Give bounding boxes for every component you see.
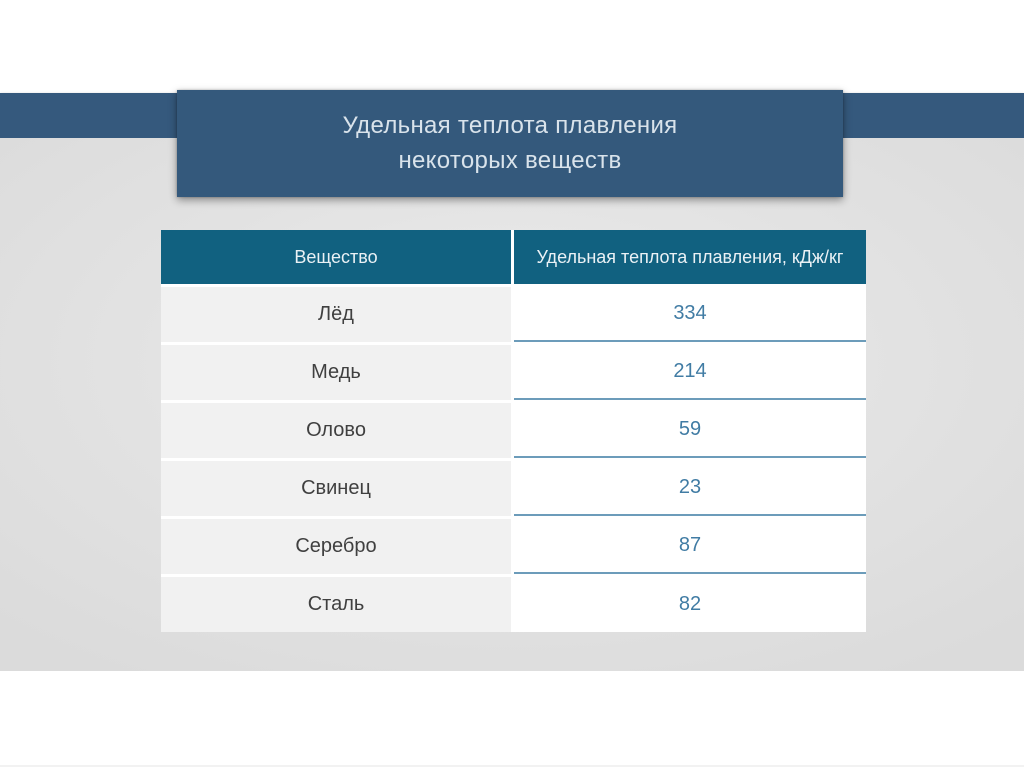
- substance-name: Серебро: [161, 519, 511, 574]
- table-row: Олово 59: [161, 403, 866, 458]
- table-row: Серебро 87: [161, 519, 866, 574]
- table-row: Лёд 334: [161, 287, 866, 342]
- substance-name: Лёд: [161, 287, 511, 342]
- substance-value: 23: [514, 461, 866, 516]
- header-substance: Вещество: [161, 230, 511, 284]
- slide-title-line-2: некоторых веществ: [398, 147, 622, 174]
- substance-value: 214: [514, 345, 866, 400]
- substance-value: 59: [514, 403, 866, 458]
- table-row: Медь 214: [161, 345, 866, 400]
- substances-table: Вещество Удельная теплота плавления, кДж…: [161, 230, 866, 632]
- substance-name: Свинец: [161, 461, 511, 516]
- substance-name: Олово: [161, 403, 511, 458]
- table-row: Свинец 23: [161, 461, 866, 516]
- substance-name: Сталь: [161, 577, 511, 632]
- table-row: Сталь 82: [161, 577, 866, 632]
- substance-name: Медь: [161, 345, 511, 400]
- slide-bottom-border: [0, 765, 1024, 767]
- substance-value: 87: [514, 519, 866, 574]
- substance-value: 334: [514, 287, 866, 342]
- header-heat-of-fusion: Удельная теплота плавления, кДж/кг: [514, 230, 866, 284]
- slide-title-line-1: Удельная теплота плавления: [342, 112, 678, 139]
- substance-value: 82: [514, 577, 866, 632]
- slide-title-box: Удельная теплота плавления некоторых вещ…: [177, 90, 843, 197]
- table-header-row: Вещество Удельная теплота плавления, кДж…: [161, 230, 866, 284]
